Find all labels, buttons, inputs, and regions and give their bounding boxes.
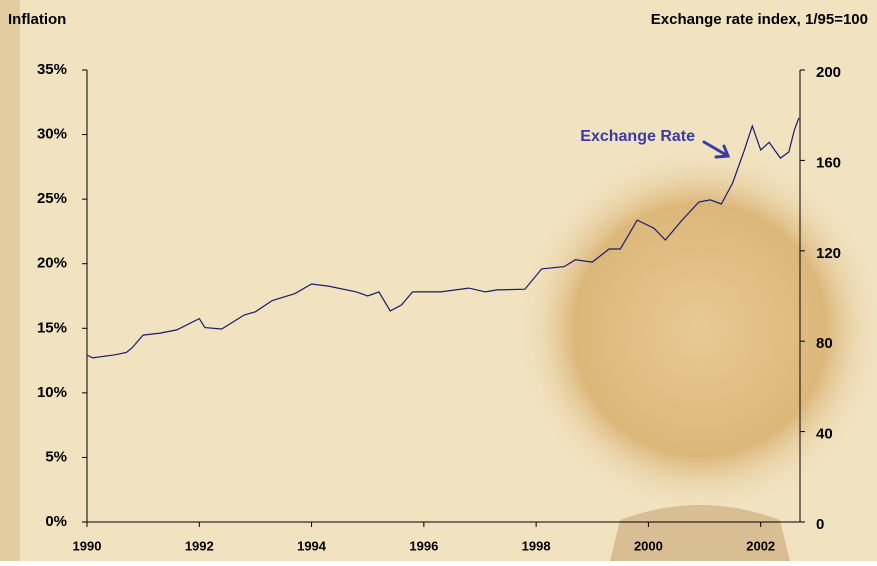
y2-tick-label: 160 bbox=[816, 154, 841, 171]
annotation-arrow bbox=[702, 140, 731, 159]
x-tick-label: 2002 bbox=[746, 538, 775, 553]
annotation: Exchange Rate bbox=[580, 128, 695, 145]
x-tick-label: 1990 bbox=[73, 538, 102, 553]
y2-tick-label: 40 bbox=[816, 426, 833, 443]
globe-stand bbox=[610, 505, 790, 561]
y2-tick-label: 80 bbox=[816, 335, 833, 352]
y-tick-label: 10% bbox=[37, 384, 67, 401]
line-series bbox=[86, 117, 800, 359]
y-tick-label: 15% bbox=[37, 319, 67, 336]
globe bbox=[520, 150, 877, 510]
y2-tick-label: 0 bbox=[816, 516, 824, 533]
y-tick-label: 20% bbox=[37, 255, 67, 272]
y-tick-label: 25% bbox=[37, 190, 67, 207]
x-tick-label: 1992 bbox=[185, 538, 214, 553]
y2-tick-label: 200 bbox=[816, 64, 841, 81]
y2-axis-title: Exchange rate index, 1/95=100 bbox=[651, 11, 868, 28]
y-tick-label: 5% bbox=[45, 448, 67, 465]
y-tick-label: 30% bbox=[37, 126, 67, 143]
y-axis-title: Inflation bbox=[8, 11, 66, 28]
x-tick-label: 1996 bbox=[409, 538, 438, 553]
left-strip bbox=[0, 0, 20, 561]
y-tick-label: 35% bbox=[37, 61, 67, 78]
y-tick-label: 0% bbox=[45, 513, 67, 530]
x-tick-label: 1998 bbox=[522, 538, 551, 553]
x-tick-label: 2000 bbox=[634, 538, 663, 553]
y2-tick-label: 120 bbox=[816, 245, 841, 262]
x-tick-label: 1994 bbox=[297, 538, 327, 553]
